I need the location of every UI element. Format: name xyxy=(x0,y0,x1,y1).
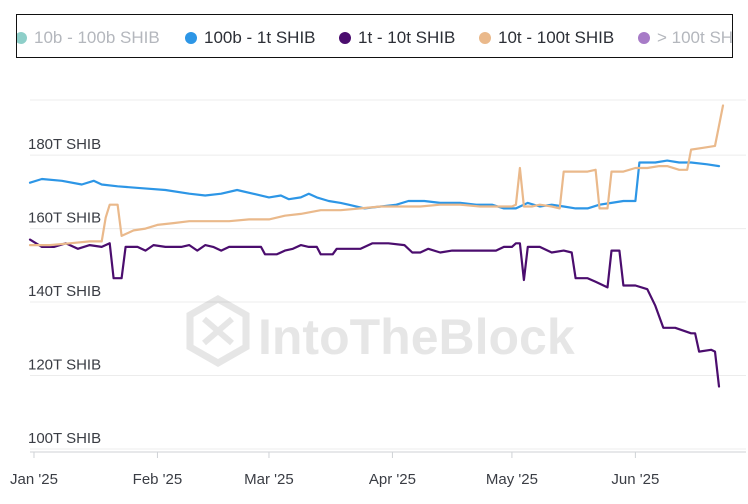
watermark: IntoTheBlock xyxy=(186,294,575,368)
legend-dot-10t-100t xyxy=(479,32,491,44)
legend-item-100b-1t[interactable]: 100b - 1t SHIB xyxy=(185,28,316,48)
series-line-3 xyxy=(28,104,725,247)
x-tick-label: Jan '25 xyxy=(10,471,58,488)
y-tick-label: 120T SHIB xyxy=(28,357,101,374)
legend-dot-gt-100t xyxy=(638,32,650,44)
x-tick-label: Mar '25 xyxy=(244,471,294,488)
x-tick-label: Feb '25 xyxy=(133,471,183,488)
legend-dot-1t-10t xyxy=(339,32,351,44)
legend-label: > 100t SHIB xyxy=(657,28,733,47)
y-axis: 100T SHIB 120T SHIB 140T SHIB 160T SHIB 180T… xyxy=(28,136,101,447)
legend-label: 10t - 100t SHIB xyxy=(498,28,615,47)
legend-dot-100b-1t xyxy=(185,32,197,44)
legend-label: 10b - 100b SHIB xyxy=(34,28,160,47)
grid-lines xyxy=(30,99,746,450)
y-tick-label: 140T SHIB xyxy=(28,283,101,300)
legend-item-1t-10t[interactable]: 1t - 10t SHIB xyxy=(339,28,455,48)
y-tick-label: 160T SHIB xyxy=(28,210,101,227)
x-axis: Jan '25 Feb '25 Mar '25 Apr '25 May '25 Jun '… xyxy=(10,451,746,488)
series-line-1 xyxy=(28,159,721,210)
legend-item-10t-100t[interactable]: 10t - 100t SHIB xyxy=(479,28,614,48)
x-tick-label: Apr '25 xyxy=(369,471,416,488)
legend-label: 100b - 1t SHIB xyxy=(204,28,316,47)
x-tick-label: May '25 xyxy=(486,471,538,488)
legend-item-10b-100b[interactable]: 10b - 100b SHIB xyxy=(17,28,160,48)
watermark-text: IntoTheBlock xyxy=(258,309,575,365)
y-tick-label: 180T SHIB xyxy=(28,136,101,153)
legend-dot-10b-100b xyxy=(17,32,27,44)
y-tick-label: 100T SHIB xyxy=(28,430,101,447)
watermark-logo-icon xyxy=(186,294,250,368)
legend-item-gt-100t[interactable]: > 100t SHIB xyxy=(638,28,733,48)
legend-label: 1t - 10t SHIB xyxy=(358,28,456,47)
chart-legend: 10b - 100b SHIB 100b - 1t SHIB 1t - 10t … xyxy=(16,14,733,58)
series-group xyxy=(28,104,725,388)
series-line-2 xyxy=(28,238,721,388)
x-tick-label: Jun '25 xyxy=(611,471,659,488)
